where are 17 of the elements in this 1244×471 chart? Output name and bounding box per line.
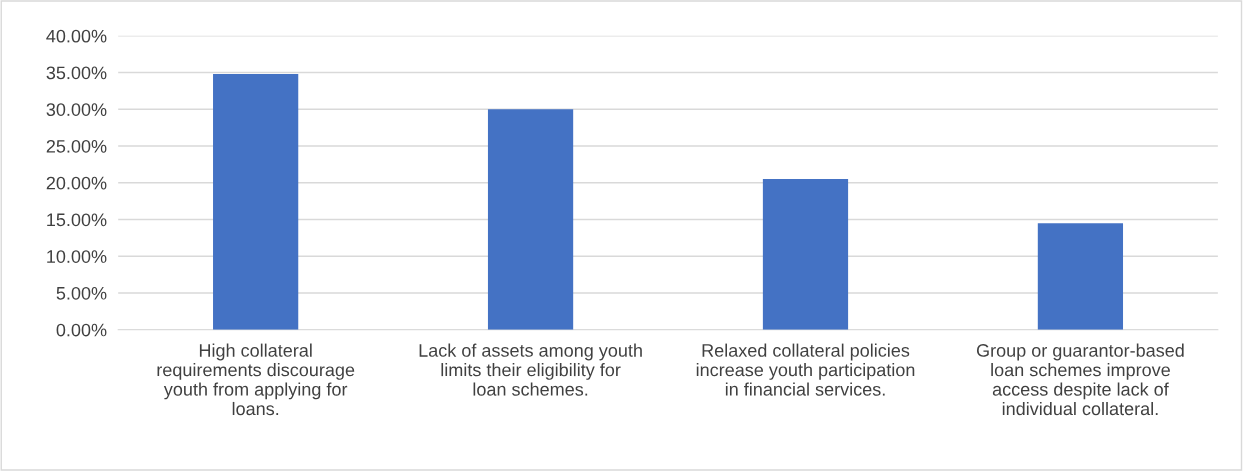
y-tick-label: 15.00%	[47, 213, 107, 227]
bar	[762, 179, 849, 330]
bar	[487, 109, 574, 330]
y-tick-label: 35.00%	[46, 66, 107, 80]
x-tick-label: Lack of assets among youth limits their eligibility for loan schemes.	[419, 343, 642, 396]
y-tick-label: 40.00%	[46, 29, 107, 43]
x-tick-label: Group or guarantor-based loan schemes improve access despite lack of individual collateral.	[976, 343, 1184, 416]
bar	[1037, 223, 1124, 330]
y-tick-label: 10.00%	[47, 250, 107, 263]
y-tick-label: 25.00%	[46, 139, 107, 153]
x-tick-label: High collateral requirements discourage youth from applying for loans.	[157, 343, 355, 416]
y-tick-label: 5.00%	[56, 286, 107, 300]
y-tick-label: 20.00%	[46, 176, 107, 190]
bar	[213, 74, 299, 330]
y-tick-label: 30.00%	[46, 103, 107, 116]
y-tick-label: 0.00%	[56, 323, 107, 337]
x-tick-label: Relaxed collateral policies increase youth participation in financial services.	[696, 343, 915, 396]
